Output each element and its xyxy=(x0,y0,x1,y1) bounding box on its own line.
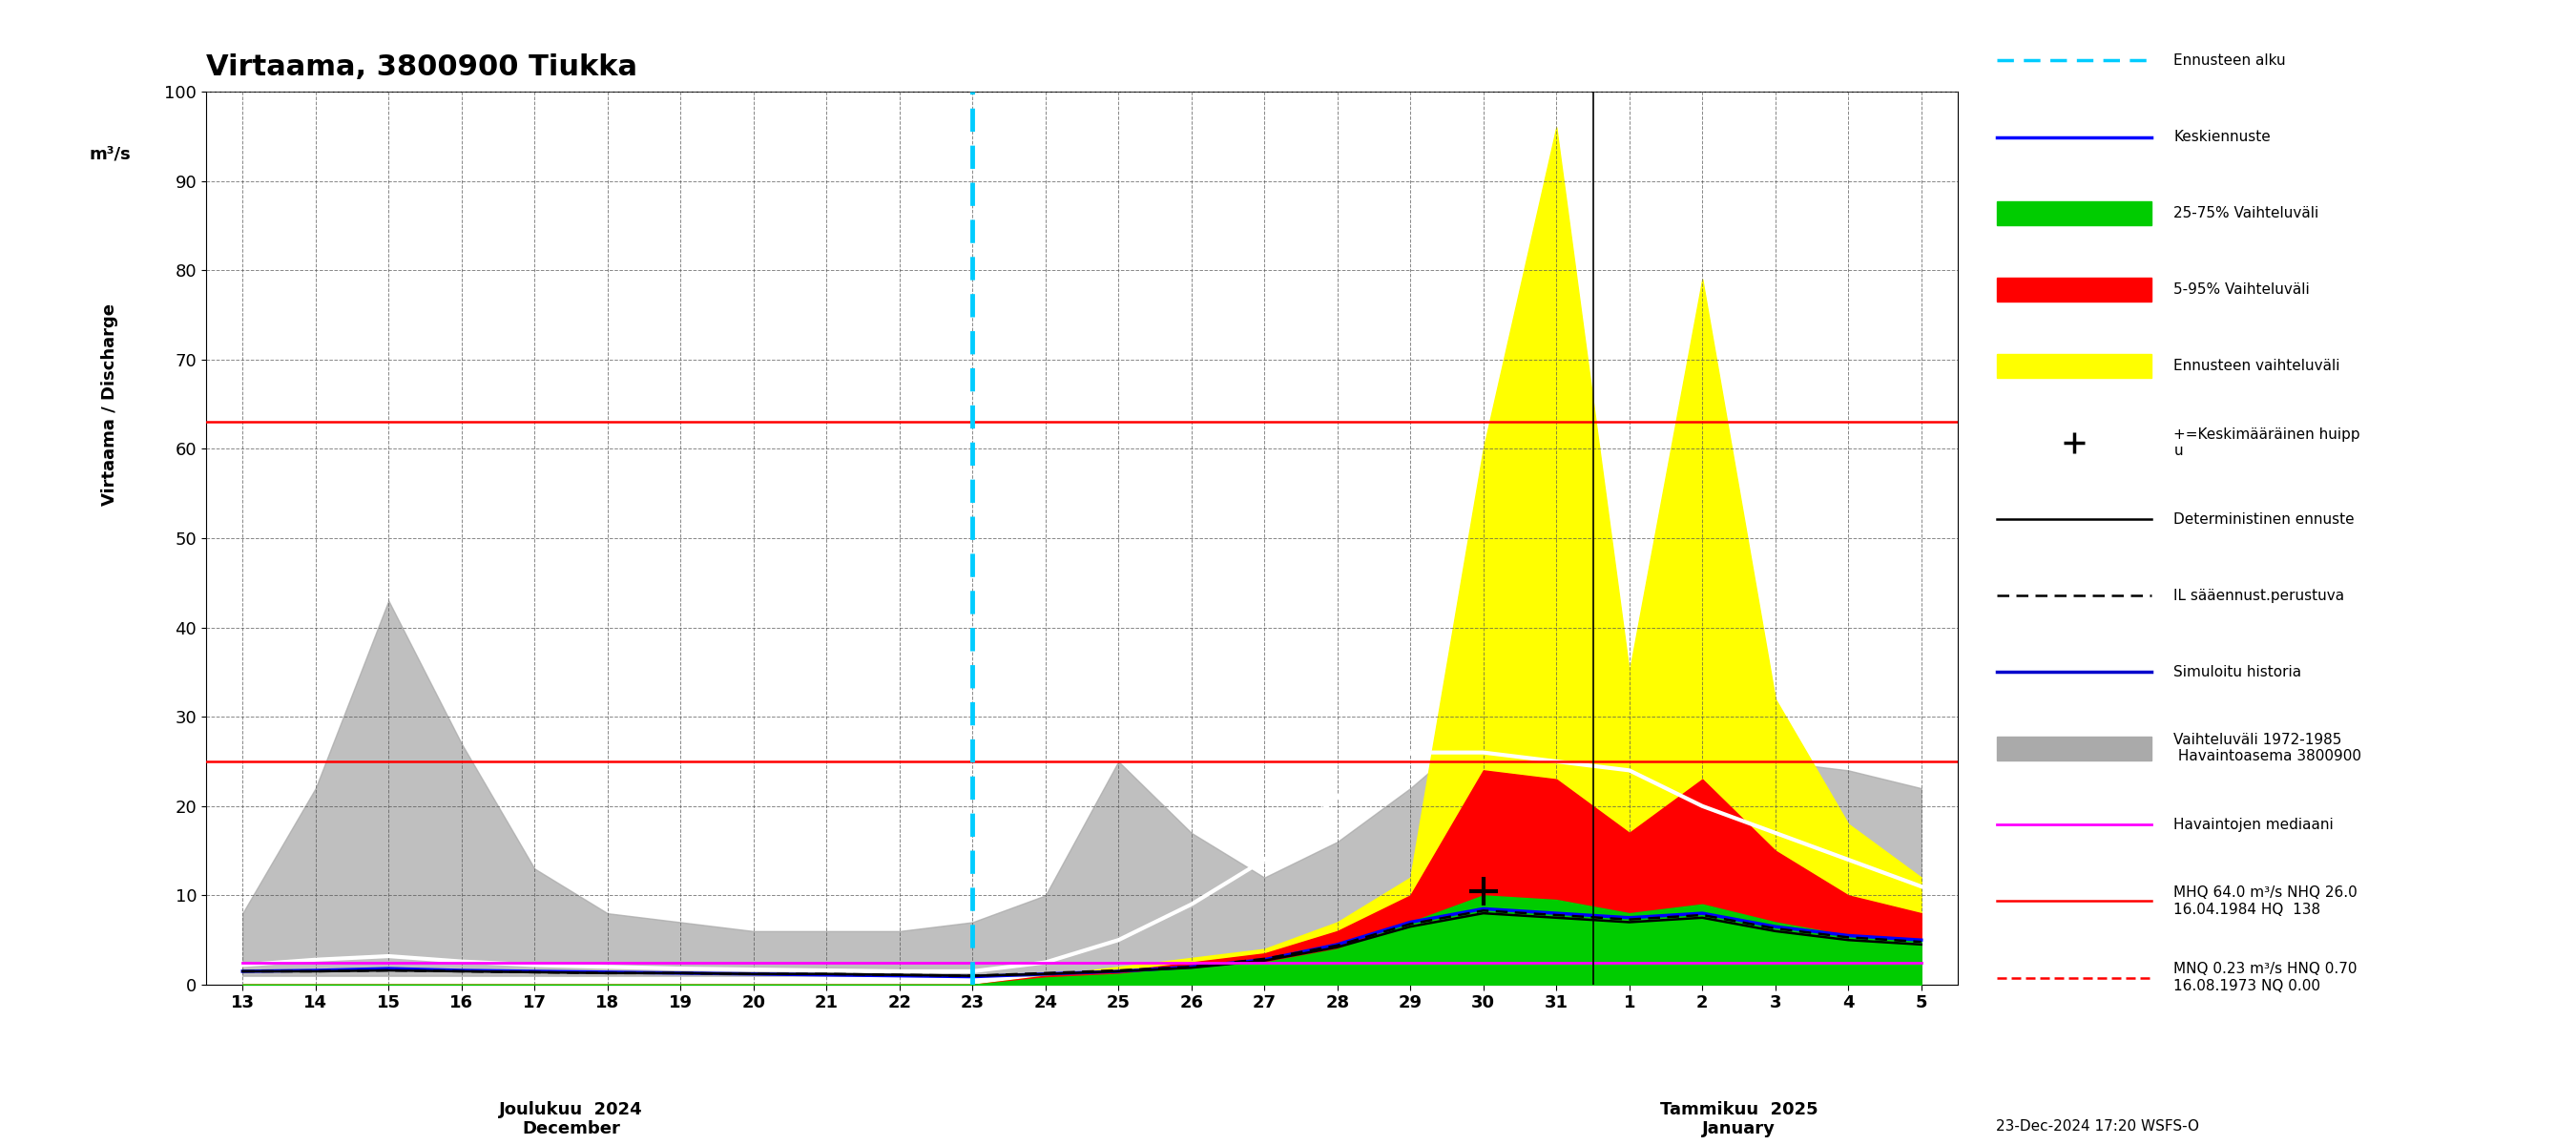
Text: Deterministinen ennuste: Deterministinen ennuste xyxy=(2174,512,2354,527)
Text: MHQ 64.0 m³/s NHQ 26.0
16.04.1984 HQ  138: MHQ 64.0 m³/s NHQ 26.0 16.04.1984 HQ 138 xyxy=(2174,886,2357,917)
Text: Havaintojen mediaani: Havaintojen mediaani xyxy=(2174,818,2334,832)
Text: Keskiennuste: Keskiennuste xyxy=(2174,129,2269,144)
Bar xyxy=(1996,278,2151,301)
Text: Virtaama, 3800900 Tiukka: Virtaama, 3800900 Tiukka xyxy=(206,54,636,81)
Bar xyxy=(1996,202,2151,226)
Text: Ennusteen alku: Ennusteen alku xyxy=(2174,54,2285,68)
Bar xyxy=(1996,355,2151,378)
Text: +=Keskimääräinen huipp
u: +=Keskimääräinen huipp u xyxy=(2174,427,2360,458)
Text: Simuloitu historia: Simuloitu historia xyxy=(2174,665,2300,679)
Text: Tammikuu  2025
January: Tammikuu 2025 January xyxy=(1659,1100,1819,1138)
Text: MNQ 0.23 m³/s HNQ 0.70
16.08.1973 NQ 0.00: MNQ 0.23 m³/s HNQ 0.70 16.08.1973 NQ 0.0… xyxy=(2174,962,2357,993)
Text: Virtaama / Discharge: Virtaama / Discharge xyxy=(100,303,118,505)
Text: 25-75% Vaihteluväli: 25-75% Vaihteluväli xyxy=(2174,206,2318,221)
Text: 23-Dec-2024 17:20 WSFS-O: 23-Dec-2024 17:20 WSFS-O xyxy=(1996,1120,2200,1134)
Text: Ennusteen vaihteluväli: Ennusteen vaihteluväli xyxy=(2174,360,2339,373)
Text: IL sääennust.perustuva: IL sääennust.perustuva xyxy=(2174,589,2344,602)
Text: m³/s: m³/s xyxy=(88,145,131,163)
Text: Joulukuu  2024
December: Joulukuu 2024 December xyxy=(500,1100,644,1138)
Text: 5-95% Vaihteluväli: 5-95% Vaihteluväli xyxy=(2174,283,2311,297)
Bar xyxy=(1996,736,2151,760)
Text: Vaihteluväli 1972-1985
 Havaintoasema 3800900: Vaihteluväli 1972-1985 Havaintoasema 380… xyxy=(2174,733,2362,764)
